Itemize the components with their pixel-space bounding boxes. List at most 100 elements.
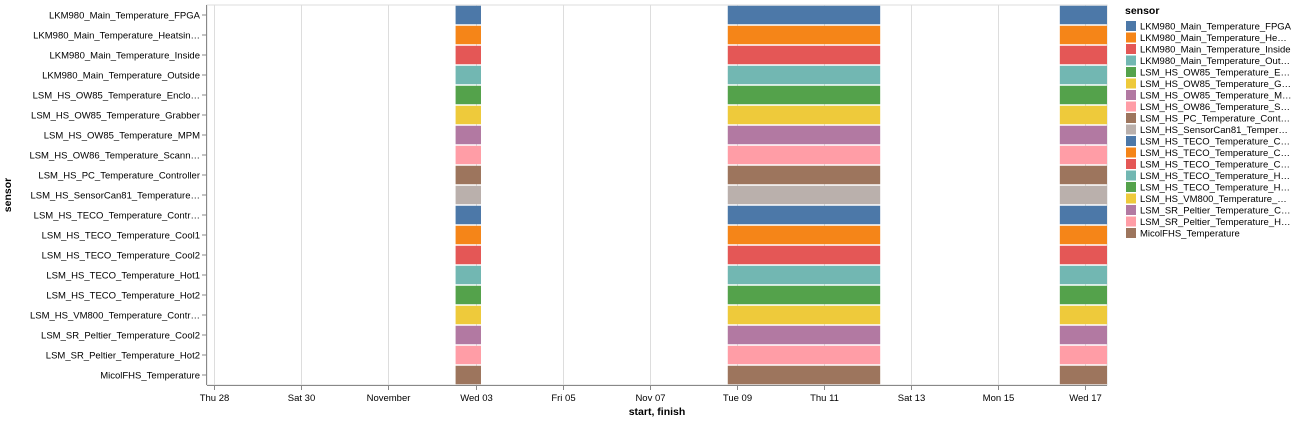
legend-swatch bbox=[1126, 101, 1136, 112]
interval-bar bbox=[727, 45, 881, 65]
interval-bar bbox=[1059, 245, 1107, 265]
y-tick-label: LSM_HS_TECO_Temperature_Contr… bbox=[34, 211, 200, 222]
interval-bar bbox=[1059, 165, 1107, 185]
interval-bar bbox=[455, 245, 481, 265]
legend-swatch bbox=[1126, 182, 1136, 192]
legend-label: LSM_HS_OW86_Temperature_S… bbox=[1140, 102, 1290, 113]
legend-swatch bbox=[1126, 55, 1136, 66]
interval-bar bbox=[1059, 145, 1107, 165]
interval-bar bbox=[455, 225, 481, 245]
interval-bar bbox=[727, 105, 881, 125]
interval-bar bbox=[1059, 265, 1107, 285]
interval-bar bbox=[1059, 65, 1107, 85]
interval-bar bbox=[727, 185, 881, 205]
legend-label: LSM_HS_TECO_Temperature_H… bbox=[1140, 171, 1290, 182]
interval-bar bbox=[455, 105, 481, 125]
legend-swatch bbox=[1126, 228, 1136, 238]
x-tick-label: Mon 15 bbox=[983, 393, 1015, 404]
interval-bar bbox=[727, 165, 881, 185]
legend-label: LSM_HS_OW85_Temperature_G… bbox=[1140, 79, 1291, 90]
legend-label: LKM980_Main_Temperature_Out… bbox=[1140, 56, 1290, 67]
legend-label: MicolFHS_Temperature bbox=[1140, 229, 1240, 240]
interval-bar bbox=[727, 365, 881, 385]
interval-bar bbox=[727, 245, 881, 265]
interval-bar bbox=[455, 125, 481, 145]
x-tick-label: Thu 11 bbox=[810, 393, 839, 404]
legend-swatch bbox=[1126, 90, 1136, 100]
interval-bar bbox=[727, 285, 881, 305]
gridlines bbox=[206, 4, 1108, 386]
interval-bar bbox=[1059, 25, 1107, 45]
legend-swatch bbox=[1126, 78, 1136, 89]
interval-bar bbox=[1059, 125, 1107, 145]
legend: sensor LKM980_Main_Temperature_FPGALKM98… bbox=[1125, 5, 1292, 240]
interval-bar bbox=[727, 325, 881, 345]
legend-label: LSM_HS_VM800_Temperature_… bbox=[1140, 194, 1287, 205]
y-tick-label: LKM980_Main_Temperature_Inside bbox=[49, 51, 200, 62]
interval-bar bbox=[727, 265, 881, 285]
y-tick-label: LSM_HS_TECO_Temperature_Cool2 bbox=[42, 251, 200, 262]
interval-bar bbox=[1059, 325, 1107, 345]
y-tick-label: LSM_HS_OW86_Temperature_Scann… bbox=[29, 151, 200, 162]
interval-bar bbox=[455, 165, 481, 185]
legend-swatch bbox=[1126, 124, 1136, 135]
y-tick-label: LSM_HS_PC_Temperature_Controller bbox=[38, 171, 200, 182]
interval-bar bbox=[1059, 305, 1107, 325]
legend-swatch bbox=[1126, 193, 1136, 204]
legend-swatch bbox=[1126, 32, 1136, 43]
legend-swatch bbox=[1126, 216, 1136, 227]
legend-swatch bbox=[1126, 21, 1136, 31]
interval-bar bbox=[455, 285, 481, 305]
y-tick-label: LSM_HS_OW85_Temperature_Enclo… bbox=[33, 91, 200, 102]
interval-bar bbox=[1059, 85, 1107, 105]
y-tick-label: LKM980_Main_Temperature_Outside bbox=[42, 71, 200, 82]
legend-swatch bbox=[1126, 136, 1136, 146]
interval-bar bbox=[455, 305, 481, 325]
y-tick-label: LSM_HS_TECO_Temperature_Hot1 bbox=[46, 271, 200, 282]
x-tick-label: Thu 28 bbox=[200, 393, 230, 404]
x-tick-label: Fri 05 bbox=[551, 393, 575, 404]
interval-bar bbox=[455, 145, 481, 165]
legend-label: LSM_HS_TECO_Temperature_H… bbox=[1140, 183, 1290, 194]
interval-bar bbox=[727, 25, 881, 45]
legend-label: LSM_HS_SensorCan81_Temper… bbox=[1140, 125, 1288, 136]
y-tick-label: LSM_SR_Peltier_Temperature_Cool2 bbox=[41, 331, 200, 342]
interval-bar bbox=[455, 365, 481, 385]
interval-bar bbox=[727, 345, 881, 365]
interval-bar bbox=[455, 85, 481, 105]
y-tick-label: LSM_HS_OW85_Temperature_Grabber bbox=[31, 111, 200, 122]
legend-label: LSM_SR_Peltier_Temperature_H… bbox=[1140, 217, 1290, 228]
interval-bar bbox=[727, 205, 881, 225]
plot-frame bbox=[206, 4, 1108, 386]
y-tick-label: LSM_HS_TECO_Temperature_Cool1 bbox=[42, 231, 200, 242]
interval-bars bbox=[455, 5, 1107, 385]
y-tick-label: MicolFHS_Temperature bbox=[100, 371, 200, 382]
legend-swatch bbox=[1126, 147, 1136, 158]
legend-swatch bbox=[1126, 44, 1136, 54]
x-axis: Thu 28 Sat 30 November Wed 03 Fri 05 Nov 07 Tu… bbox=[200, 385, 1107, 404]
legend-label: LKM980_Main_Temperature_FPGA bbox=[1140, 22, 1292, 33]
y-tick-label: LSM_HS_SensorCan81_Temperature… bbox=[30, 191, 200, 202]
legend-label: LSM_HS_PC_Temperature_Cont… bbox=[1140, 114, 1290, 125]
interval-bar bbox=[455, 45, 481, 65]
legend-label: LSM_HS_TECO_Temperature_C… bbox=[1140, 137, 1290, 148]
interval-bar bbox=[727, 225, 881, 245]
legend-label: LSM_HS_OW85_Temperature_E… bbox=[1140, 68, 1290, 79]
interval-bar bbox=[1059, 105, 1107, 125]
x-tick-label: Sat 13 bbox=[898, 393, 925, 404]
x-tick-label: Wed 03 bbox=[460, 393, 493, 404]
legend-label: LSM_HS_OW85_Temperature_M… bbox=[1140, 91, 1292, 102]
legend-swatch bbox=[1126, 113, 1136, 123]
x-tick-label: Wed 17 bbox=[1069, 393, 1102, 404]
y-tick-label: LSM_HS_VM800_Temperature_Contr… bbox=[30, 311, 200, 322]
y-tick-label: LSM_HS_TECO_Temperature_Hot2 bbox=[46, 291, 200, 302]
interval-bar bbox=[455, 325, 481, 345]
y-tick-label: LKM980_Main_Temperature_Heatsin… bbox=[33, 31, 200, 42]
interval-bar bbox=[1059, 345, 1107, 365]
y-axis: LKM980_Main_Temperature_FPGA LKM980_Main_… bbox=[29, 5, 207, 385]
y-tick-label: LSM_SR_Peltier_Temperature_Hot2 bbox=[46, 351, 200, 362]
interval-bar bbox=[1059, 45, 1107, 65]
legend-swatch bbox=[1126, 205, 1136, 215]
interval-bar bbox=[727, 125, 881, 145]
